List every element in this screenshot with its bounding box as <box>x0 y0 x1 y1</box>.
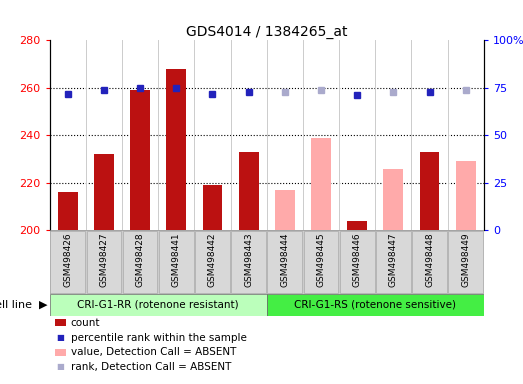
Bar <box>94 154 114 230</box>
Text: GSM498426: GSM498426 <box>63 232 72 287</box>
Bar <box>340 231 374 293</box>
Title: GDS4014 / 1384265_at: GDS4014 / 1384265_at <box>186 25 347 39</box>
Bar <box>347 221 367 230</box>
Bar <box>58 192 78 230</box>
Text: count: count <box>71 318 100 328</box>
Bar <box>123 231 157 293</box>
Text: GSM498428: GSM498428 <box>135 232 145 287</box>
Text: value, Detection Call = ABSENT: value, Detection Call = ABSENT <box>71 347 236 357</box>
Bar <box>238 152 258 230</box>
Text: CRI-G1-RR (rotenone resistant): CRI-G1-RR (rotenone resistant) <box>77 300 239 310</box>
Bar <box>87 231 121 293</box>
Text: GSM498444: GSM498444 <box>280 232 289 287</box>
Text: percentile rank within the sample: percentile rank within the sample <box>71 333 246 343</box>
Bar <box>50 294 267 316</box>
Text: cell line  ▶: cell line ▶ <box>0 300 47 310</box>
Bar <box>130 90 150 230</box>
Text: GSM498447: GSM498447 <box>389 232 398 287</box>
Text: GSM498427: GSM498427 <box>99 232 108 287</box>
Bar <box>448 231 483 293</box>
Bar <box>412 231 447 293</box>
Bar <box>267 294 484 316</box>
Text: GSM498448: GSM498448 <box>425 232 434 287</box>
Text: ■: ■ <box>56 333 65 342</box>
Bar <box>159 231 194 293</box>
Bar <box>195 231 230 293</box>
Bar <box>267 231 302 293</box>
Text: GSM498443: GSM498443 <box>244 232 253 287</box>
Bar <box>231 231 266 293</box>
Bar <box>166 69 186 230</box>
Text: ■: ■ <box>56 362 65 371</box>
Text: GSM498446: GSM498446 <box>353 232 362 287</box>
Text: GSM498449: GSM498449 <box>461 232 470 287</box>
Bar <box>376 231 411 293</box>
Text: GSM498445: GSM498445 <box>316 232 325 287</box>
Bar <box>304 231 338 293</box>
Text: GSM498442: GSM498442 <box>208 232 217 287</box>
Text: GSM498441: GSM498441 <box>172 232 181 287</box>
Bar <box>50 231 85 293</box>
Bar <box>456 162 475 230</box>
Bar <box>202 185 222 230</box>
Text: CRI-G1-RS (rotenone sensitive): CRI-G1-RS (rotenone sensitive) <box>294 300 456 310</box>
Bar <box>275 190 295 230</box>
Text: rank, Detection Call = ABSENT: rank, Detection Call = ABSENT <box>71 362 231 372</box>
Bar <box>383 169 403 230</box>
Bar <box>311 138 331 230</box>
Bar <box>419 152 439 230</box>
